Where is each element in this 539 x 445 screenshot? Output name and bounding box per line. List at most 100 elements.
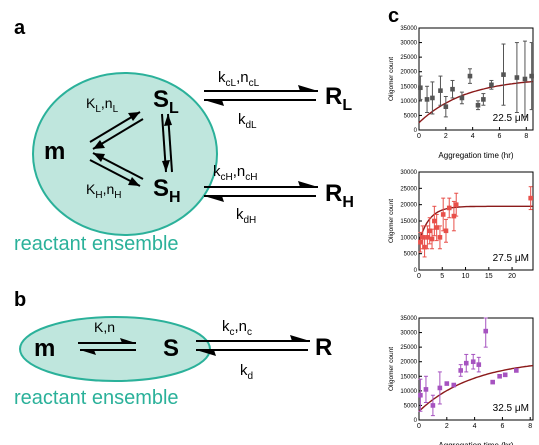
panel-b-rate-k-n: K,n <box>94 319 115 335</box>
data-point <box>514 75 520 80</box>
y-axis-label: Oligomer count <box>388 347 395 391</box>
fit-curve <box>418 80 534 124</box>
y-tick-label: 0 <box>414 418 418 424</box>
data-point <box>451 213 457 219</box>
x-tick-label: 8 <box>528 423 532 430</box>
data-point <box>475 102 481 108</box>
y-tick-label: 0 <box>414 268 418 274</box>
y-tick-label: 15000 <box>400 219 417 225</box>
data-point <box>418 239 423 245</box>
panel-a-equilibrium-m-sl-arrows <box>89 111 144 150</box>
y-tick-label: 25000 <box>400 345 417 351</box>
plot-27-5um: 0 5000 10000 15000 20000 25000 30000 0 5 10 15 20 Ol… <box>388 170 534 280</box>
data-point <box>446 205 452 211</box>
data-point <box>423 387 429 392</box>
data-point <box>453 202 459 207</box>
x-tick-label: 2 <box>445 423 449 430</box>
y-tick-label: 30000 <box>400 331 417 337</box>
data-point <box>440 212 446 217</box>
data-point <box>443 104 449 109</box>
panel-b-rate-kd: kd <box>240 362 253 382</box>
x-tick-label: 10 <box>462 273 470 280</box>
panel-a-label: a <box>14 17 26 39</box>
panel-b-product-r: R <box>315 334 332 361</box>
data-point <box>422 244 427 250</box>
data-point <box>459 95 465 101</box>
panel-a-species-sl: SL <box>153 86 179 117</box>
data-point <box>458 368 464 373</box>
y-tick-label: 10000 <box>400 235 417 241</box>
y-tick-label: 20000 <box>400 70 417 76</box>
y-tick-label: 15000 <box>400 84 417 90</box>
data-point <box>425 235 430 240</box>
panel-a-rate-kch-nch: kcH,ncH <box>213 163 257 183</box>
y-tick-label: 10000 <box>400 99 417 105</box>
y-tick-label: 20000 <box>400 360 417 366</box>
panel-a-equilibrium-sl-sh-arrows <box>161 113 173 173</box>
y-tick-label: 35000 <box>400 26 417 32</box>
concentration-label: 22.5 μM <box>493 113 529 124</box>
x-axis-label: Aggregation time (hr) <box>438 151 513 160</box>
data-point <box>432 218 437 224</box>
data-point <box>444 381 450 386</box>
data-point <box>497 373 502 379</box>
x-tick-label: 20 <box>508 273 516 280</box>
fit-curve <box>418 364 534 412</box>
y-tick-label: 0 <box>414 128 418 134</box>
data-point <box>502 372 508 378</box>
panel-a-product-rh: RH <box>325 180 354 211</box>
data-point <box>476 362 482 367</box>
panel-b-label: b <box>14 289 26 311</box>
x-tick-label: 5 <box>440 273 444 280</box>
plot-frame <box>418 27 534 131</box>
data-point <box>430 403 436 408</box>
data-point <box>522 76 528 82</box>
x-axis-label: Aggregation time (hr) <box>438 441 513 445</box>
y-tick-label: 10000 <box>400 389 417 395</box>
panel-b-ensemble-label: reactant ensemble <box>14 387 179 409</box>
panel-b-monomer: m <box>34 335 55 362</box>
plot-32-5um: 0 5000 10000 15000 20000 25000 30000 35000 0 2 4 6 8… <box>388 316 534 445</box>
x-tick-label: 6 <box>500 423 504 430</box>
panel-b-rate-kc-nc: kc,nc <box>222 318 252 338</box>
y-axis-label: Oligomer count <box>388 57 395 101</box>
plot-frame <box>418 317 534 421</box>
y-tick-label: 30000 <box>400 170 417 176</box>
y-tick-label: 35000 <box>400 316 417 322</box>
data-point <box>528 195 533 201</box>
panel-a-product-rl: RL <box>325 83 352 114</box>
panel-a-rate-kl-nl: KL,nL <box>86 95 119 115</box>
data-point <box>529 73 534 79</box>
y-tick-label: 5000 <box>404 252 418 258</box>
x-tick-label: 0 <box>417 273 421 280</box>
x-tick-label: 4 <box>473 423 477 430</box>
x-tick-label: 8 <box>524 133 528 140</box>
data-point <box>424 97 430 102</box>
data-point <box>489 82 494 88</box>
panel-a-rate-kdh: kdH <box>236 206 256 226</box>
plot-22-5um: 0 5000 10000 15000 20000 25000 30000 35000 0 2 4 6 8… <box>388 26 534 160</box>
y-axis-label: Oligomer count <box>388 199 395 243</box>
data-point <box>418 85 423 91</box>
data-point <box>501 72 506 77</box>
panel-a-species-sh: SH <box>153 175 181 206</box>
panel-a-rate-kcl-ncl: kcL,ncL <box>218 69 260 89</box>
panel-a-rate-kh-nh: KH,nH <box>86 181 122 201</box>
data-point <box>467 73 473 79</box>
concentration-label: 32.5 μM <box>493 403 529 414</box>
data-point <box>450 86 455 92</box>
concentration-label: 27.5 μM <box>493 253 529 264</box>
x-tick-label: 6 <box>498 133 502 140</box>
y-tick-label: 20000 <box>400 203 417 209</box>
panel-c-label: c <box>388 5 399 27</box>
panel-a-reactant-ellipse <box>32 72 218 236</box>
y-tick-label: 25000 <box>400 55 417 61</box>
panel-a-arrows-sl-rl <box>204 85 318 106</box>
data-point <box>429 236 435 242</box>
panel-a-monomer: m <box>44 138 65 165</box>
panel-a-rate-kdl: kdL <box>238 111 257 131</box>
panel-b-species-s: S <box>163 335 179 362</box>
data-point <box>443 228 449 234</box>
y-tick-label: 5000 <box>404 403 418 409</box>
